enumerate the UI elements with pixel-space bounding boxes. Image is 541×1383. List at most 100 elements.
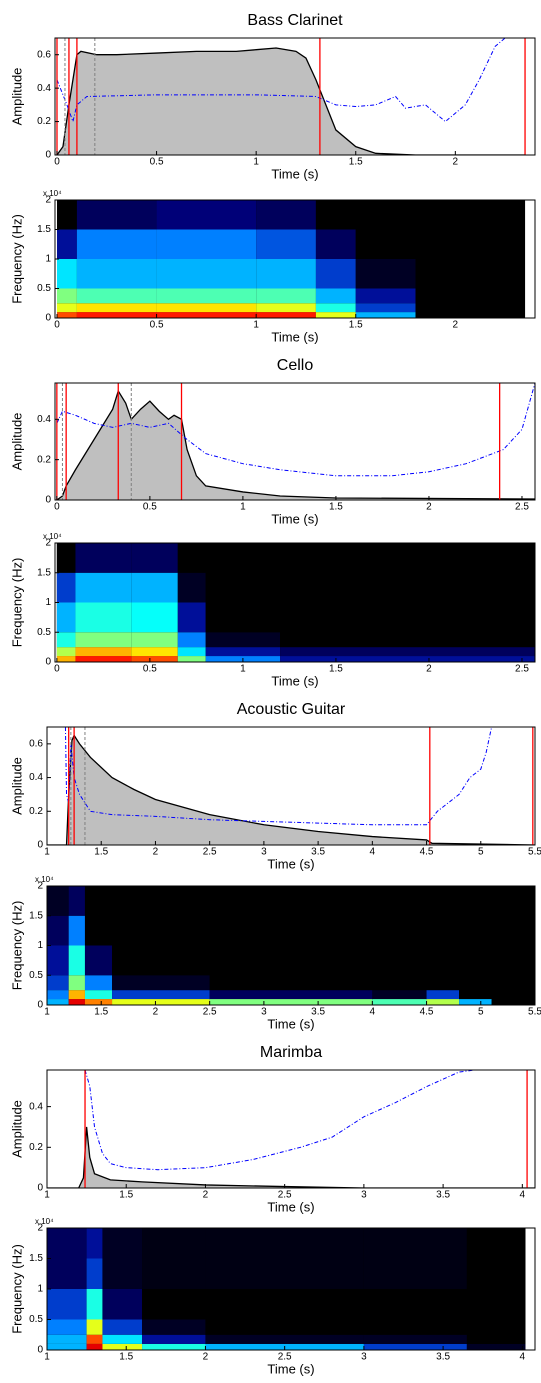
spectrogram-cell <box>491 975 535 991</box>
spectrogram-cell <box>355 312 416 318</box>
spectrogram-cell <box>256 303 316 313</box>
spectrogram-cell <box>426 999 460 1005</box>
x-tick-label: 0.5 <box>143 502 157 513</box>
y-multiplier: x 10⁴ <box>43 189 62 198</box>
y-tick-label: 1 <box>37 940 43 951</box>
spectrogram-cell <box>426 945 460 976</box>
spectrogram-cell <box>112 975 210 991</box>
spectrogram-cell <box>47 1334 87 1344</box>
spectrogram-cell <box>68 945 85 976</box>
spectrogram-cell <box>75 647 132 657</box>
y-tick-label: 2 <box>45 538 51 549</box>
x-tick-label: 0 <box>54 664 60 675</box>
y-tick-label: 0.5 <box>29 970 43 981</box>
y-tick-label: 2 <box>45 195 51 206</box>
x-tick-label: 2 <box>203 1190 209 1201</box>
spectrogram-cell <box>459 975 492 991</box>
spectrogram-cell <box>142 1258 206 1289</box>
spectrogram-cell <box>76 312 157 318</box>
spectrogram-cell <box>75 543 132 573</box>
x-tick-label: 5 <box>478 847 484 858</box>
x-axis-label: Time (s) <box>271 329 318 344</box>
spectrogram-cell <box>459 990 492 1000</box>
y-tick-label: 0.2 <box>29 1142 43 1153</box>
plot-area <box>56 383 535 500</box>
y-tick-label: 0 <box>45 150 51 161</box>
spectrogram-cell <box>84 999 113 1005</box>
spectrogram-cell <box>363 1319 467 1335</box>
spectrogram-cell <box>84 975 113 991</box>
envelope-area <box>56 391 535 500</box>
y-axis-label: Frequency (Hz) <box>9 558 24 648</box>
x-tick-label: 3.5 <box>436 1352 450 1363</box>
spectrogram-cell <box>209 915 373 946</box>
y-tick-label: 1 <box>37 1284 43 1295</box>
spectrogram-cell <box>47 1289 87 1320</box>
x-tick-label: 4.5 <box>420 1007 434 1018</box>
x-tick-label: 3 <box>361 1190 367 1201</box>
spectrogram-cell <box>459 999 492 1005</box>
x-tick-label: 2.5 <box>278 1352 292 1363</box>
x-axis-label: Time (s) <box>271 511 318 526</box>
spectrogram-cell <box>68 999 85 1005</box>
y-tick-label: 0.4 <box>29 772 43 783</box>
spectrogram-cell <box>47 999 69 1005</box>
panel: Bass Clarinet 0 0.5 1 1.5 2 0 0.2 0.4 0.6 Time (s)… <box>9 12 536 181</box>
y-tick-label: 2 <box>37 881 43 892</box>
x-tick-label: 1 <box>44 1352 50 1363</box>
y-axis-label: Frequency (Hz) <box>9 901 24 991</box>
spectrogram-cell <box>86 1343 103 1350</box>
envelope-line <box>56 47 526 155</box>
spectrogram-cell <box>156 259 257 289</box>
x-tick-label: 1.5 <box>119 1352 133 1363</box>
spectrogram-cell <box>47 1258 87 1289</box>
envelope-line <box>56 389 535 500</box>
spectrogram-cell <box>142 1343 206 1350</box>
dashed-curve <box>56 383 535 477</box>
spectrogram-cell <box>315 288 356 304</box>
y-tick-label: 1.5 <box>37 567 51 578</box>
spectrogram-cell <box>209 886 373 916</box>
y-tick-label: 1 <box>45 597 51 608</box>
spectrogram-cell <box>256 229 316 259</box>
spectrogram-cell <box>47 1343 87 1350</box>
spectrogram-cell <box>131 572 178 603</box>
spectrogram-cell <box>156 229 257 259</box>
spectrogram-cell <box>466 1343 526 1350</box>
chart-title: Acoustic Guitar <box>237 701 346 718</box>
spectrogram-cell <box>209 975 373 991</box>
spectrogram-cell <box>459 945 492 976</box>
spectrogram-cell <box>355 229 416 259</box>
spectrogram-cell <box>372 886 427 916</box>
spectrogram-cell <box>86 1334 103 1344</box>
spectrogram-cell <box>363 1334 467 1344</box>
spectrogram-cell <box>315 259 356 289</box>
x-tick-label: 0 <box>54 157 60 168</box>
spectrogram-cell <box>372 915 427 946</box>
spectrogram-cell <box>56 288 77 304</box>
envelope-area <box>47 1126 535 1188</box>
y-axis-label: Frequency (Hz) <box>9 214 24 304</box>
plot-area <box>47 886 535 1005</box>
x-tick-label: 5.5 <box>528 847 541 858</box>
spectrogram-cell <box>47 915 69 946</box>
spectrogram-cell <box>256 312 316 318</box>
y-axis-label: Amplitude <box>9 1100 24 1158</box>
spectrogram-cell <box>209 945 373 976</box>
panel: Cello 0 0.5 1 1.5 2 2.5 0 0.2 0.4 Time (s) Amplitud… <box>9 357 536 526</box>
axes-frame <box>54 37 536 156</box>
x-tick-label: 2 <box>453 157 459 168</box>
spectrogram-cell <box>131 632 178 648</box>
spectrogram-cell <box>205 1258 364 1289</box>
spectrogram-cell <box>84 886 113 916</box>
y-tick-label: 0 <box>45 657 51 668</box>
spectrogram-cell <box>280 656 535 662</box>
spectrogram-cell <box>102 1343 143 1350</box>
panel: x 10⁴ 1 1.5 2 2.5 3 3.5 4 0 0.5 1 1.5 2 Time (s) Frequ… <box>9 1217 536 1376</box>
y-axis-label: Amplitude <box>9 757 24 815</box>
spectrogram-cell <box>491 915 535 946</box>
spectrogram-cell <box>177 543 206 573</box>
spectrogram-cell <box>205 1228 364 1259</box>
x-tick-label: 0.5 <box>150 320 164 331</box>
